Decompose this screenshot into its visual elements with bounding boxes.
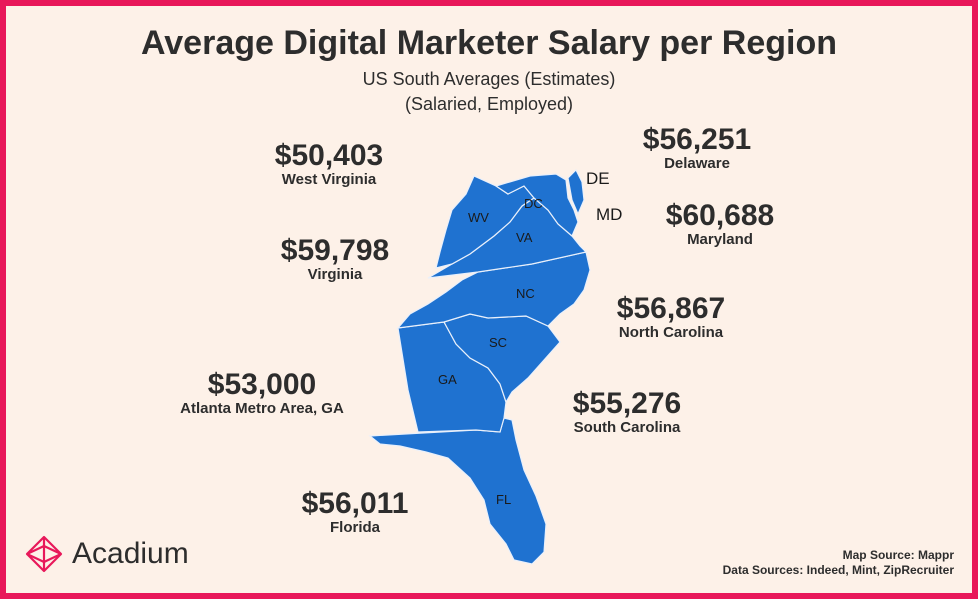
salary-amount: $56,867 [616,292,726,325]
subtitle-employment: (Salaried, Employed) [404,94,574,114]
map-label-sc: SC [489,335,507,350]
salary-amount: $53,000 [207,368,317,401]
brand-logo: Acadium [24,534,189,574]
salary-florida: $56,011 Florida [290,488,420,536]
subtitle-region: US South Averages (Estimates) [362,69,616,89]
sources-block: Map Source: Mappr Data Sources: Indeed, … [723,548,954,578]
state-fl [368,417,547,565]
salary-amount: $59,798 [280,234,390,267]
map-label-de: DE [586,169,610,188]
state-de [567,168,585,216]
salary-region: South Carolina [573,419,681,436]
state-md [494,173,579,237]
map-label-dc: DC [524,196,543,211]
infographic-frame: Average Digital Marketer Salary per Regi… [6,6,972,593]
salary-region: Maryland [687,231,753,248]
salary-amount: $56,251 [642,123,752,156]
salary-maryland: $60,688 Maryland [650,200,790,248]
salary-region: Atlanta Metro Area, GA [180,400,344,417]
map-label-nc: NC [516,286,535,301]
map-label-md: MD [596,205,622,224]
salary-delaware: $56,251 Delaware [632,124,762,172]
salary-region: West Virginia [281,171,377,188]
page-title: Average Digital Marketer Salary per Regi… [140,24,837,62]
salary-amount: $50,403 [274,139,384,172]
salary-north-carolina: $56,867 North Carolina [596,293,746,341]
salary-south-carolina: $55,276 South Carolina [552,388,702,436]
acadium-logo-icon [25,535,63,573]
map-label-va: VA [516,230,533,245]
southeast-map: WV DC VA NC SC GA FL DE MD [368,168,622,565]
data-sources: Data Sources: Indeed, Mint, ZipRecruiter [722,563,954,577]
map-source: Map Source: Mappr [842,548,954,562]
map-label-ga: GA [438,372,457,387]
salary-amount: $60,688 [665,199,775,232]
salary-atlanta: $53,000 Atlanta Metro Area, GA [152,369,372,417]
brand-name: Acadium [72,537,189,570]
map-label-wv: WV [468,210,489,225]
salary-virginia: $59,798 Virginia [270,235,400,283]
salary-region: Florida [329,519,380,536]
salary-region: North Carolina [618,324,724,341]
salary-amount: $55,276 [572,387,682,420]
salary-region: Delaware [664,155,730,172]
salary-region: Virginia [307,266,363,283]
state-nc [396,251,591,329]
salary-west-virginia: $50,403 West Virginia [254,140,404,188]
map-label-fl: FL [496,492,511,507]
salary-amount: $56,011 [301,487,409,520]
